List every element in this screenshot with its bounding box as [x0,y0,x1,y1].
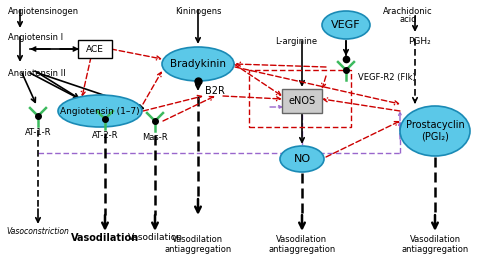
Text: acid: acid [399,15,417,24]
Text: Vasodilation: Vasodilation [128,233,182,242]
Ellipse shape [58,95,142,127]
Text: Vasodilation
antiaggregation: Vasodilation antiaggregation [164,235,232,254]
Text: Angiotensinogen: Angiotensinogen [8,7,79,16]
Text: ACE: ACE [86,45,104,54]
Text: B2R: B2R [205,86,225,96]
Text: Vasoconstriction: Vasoconstriction [6,227,70,236]
Text: Mas-R: Mas-R [142,133,168,142]
Text: eNOS: eNOS [288,96,316,106]
Ellipse shape [162,47,234,81]
Text: Kininogens: Kininogens [175,7,221,16]
Text: Bradykinin: Bradykinin [170,59,226,69]
Text: Angiotensin I: Angiotensin I [8,33,63,42]
Text: VEGF-R2 (Flk): VEGF-R2 (Flk) [358,73,416,82]
Ellipse shape [322,11,370,39]
Text: NO: NO [294,154,310,164]
Text: L-arginine: L-arginine [275,37,317,46]
Text: AT-2-R: AT-2-R [92,131,118,140]
Text: Vasodilation
antiaggregation: Vasodilation antiaggregation [268,235,336,254]
Ellipse shape [280,146,324,172]
Text: PGH₂: PGH₂ [408,37,431,46]
Text: Prostacyclin
(PGI₂): Prostacyclin (PGI₂) [406,120,464,142]
Text: Angiotensin II: Angiotensin II [8,69,66,78]
Text: AT-1-R: AT-1-R [25,128,52,137]
Ellipse shape [400,106,470,156]
Text: Vasodilation
antiaggregation: Vasodilation antiaggregation [402,235,468,254]
Text: Angiotensin (1–7): Angiotensin (1–7) [60,106,140,116]
Text: Arachidonic: Arachidonic [383,7,433,16]
Text: Vasodilation: Vasodilation [71,233,139,243]
Text: VEGF: VEGF [331,20,361,30]
FancyBboxPatch shape [78,40,112,58]
FancyBboxPatch shape [282,89,322,113]
